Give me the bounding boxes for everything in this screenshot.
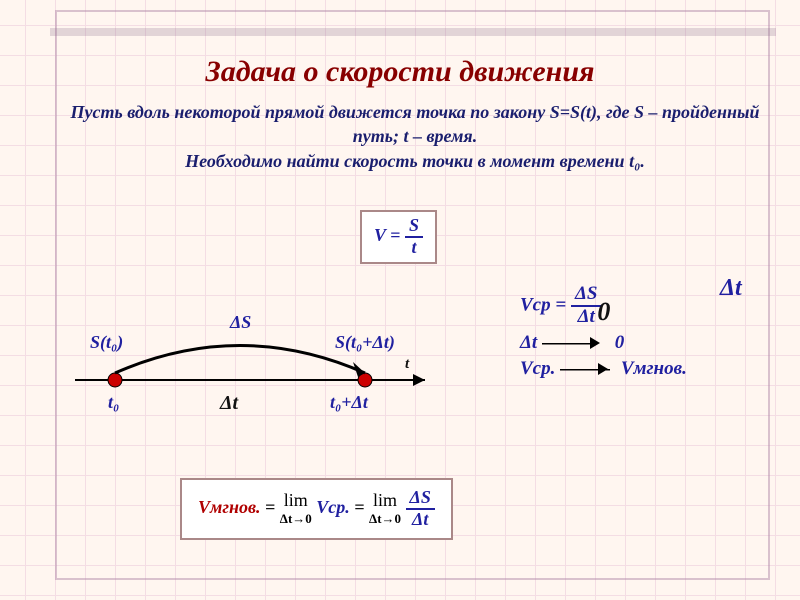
- motion-diagram: S(t₀) t₀ ΔS Δt S(t₀+Δt) t t₀+Δt: [75, 300, 445, 420]
- right-formulas: Vср = ΔS Δt 0 Δt 0 Vср. Vмгнов.: [520, 280, 780, 384]
- label-delta-t: Δt: [220, 392, 238, 415]
- lim-sub: Δt→0: [280, 511, 312, 527]
- page-title: Задача о скорости движения: [0, 55, 800, 89]
- subtitle-2: Необходимо найти скорость точки в момент…: [60, 150, 770, 173]
- formula-lhs: V =: [374, 225, 400, 245]
- formula-denominator: t: [405, 238, 423, 258]
- lim-word: lim: [280, 490, 312, 511]
- label-t0: t₀: [108, 392, 119, 413]
- vcp-dot: Vср.: [520, 358, 555, 379]
- vcp-text: Vср.: [316, 497, 350, 517]
- lim-2: lim Δt→0: [369, 490, 401, 527]
- label-t-axis: t: [405, 356, 409, 373]
- eq-2: =: [354, 497, 369, 517]
- dt-label: Δt: [520, 332, 537, 353]
- zero-label: 0: [615, 332, 625, 353]
- arrow-icon: [542, 337, 602, 349]
- vcp-lhs: Vср =: [520, 294, 566, 315]
- label-s-t0-dt: S(t₀+Δt): [335, 332, 395, 353]
- frame-shadow: [50, 28, 776, 36]
- diagram-svg: [75, 300, 445, 420]
- vcp-zero-sub: 0: [597, 297, 610, 326]
- formula-vcp: Vср = ΔS Δt 0: [520, 284, 780, 328]
- lim-num: ΔS: [406, 488, 435, 510]
- row-dt-to-0: Δt 0: [520, 332, 780, 354]
- lim-1: lim Δt→0: [280, 490, 312, 527]
- vmgn-label: Vмгнов.: [621, 358, 687, 379]
- lim-word: lim: [369, 490, 401, 511]
- label-delta-s: ΔS: [230, 312, 251, 333]
- formula-vmgn-limit: Vмгнов. = lim Δt→0 Vср. = lim Δt→0 ΔS Δt: [180, 478, 453, 540]
- subtitle-1: Пусть вдоль некоторой прямой движется то…: [60, 100, 770, 149]
- lim-den: Δt: [406, 510, 435, 530]
- arrow-icon: [560, 363, 610, 375]
- formula-numerator: S: [405, 216, 423, 238]
- row-vcp-to-vmgn: Vср. Vмгнов.: [520, 358, 780, 380]
- label-s-t0: S(t₀): [90, 332, 123, 353]
- formula-v-eq-s-over-t: V = S t: [360, 210, 437, 264]
- label-t0-plus-dt: t₀+Δt: [330, 392, 368, 413]
- eq-1: =: [265, 497, 280, 517]
- vmgn-text: Vмгнов.: [198, 497, 261, 517]
- lim-sub: Δt→0: [369, 511, 401, 527]
